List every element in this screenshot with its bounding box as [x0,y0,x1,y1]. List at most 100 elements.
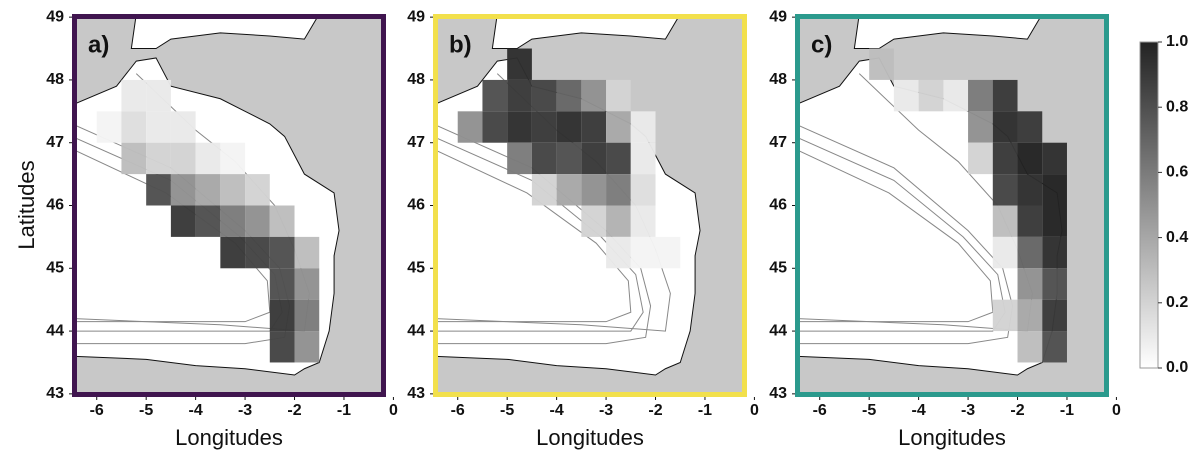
grid-cell [1042,299,1067,332]
grid-cell [556,111,582,143]
grid-cell [1042,331,1067,363]
grid-cell [943,79,969,112]
grid-cell [581,205,607,237]
panel-frame [433,14,747,397]
x-tick-label: -6 [90,402,104,419]
x-tick-label: -3 [961,402,975,419]
grid-cell [606,142,631,175]
grid-cell [1017,142,1043,175]
y-tick-label: 43 [46,385,64,402]
y-tick-label: 45 [769,260,787,277]
colorbar-tick-label: 1.0 [1166,33,1188,50]
grid-cell [531,79,557,112]
grid-cell [482,111,508,143]
grid-cell [531,174,557,206]
grid-cell [992,174,1018,206]
grid-cell [992,142,1018,175]
panel-label: b) [449,31,472,58]
grid-cell [630,111,656,143]
grid-cell [992,111,1018,143]
y-tick-label: 46 [46,197,64,214]
grid-cell [269,236,295,269]
grid-cell [1017,268,1043,300]
y-tick-label: 49 [769,8,787,25]
x-tick-label: -5 [862,402,876,419]
grid-cell [170,111,196,143]
grid-cell [630,142,656,175]
panel-frame [72,14,386,397]
panel-frame [795,14,1109,397]
grid-cell [968,142,993,175]
y-tick-label: 45 [46,260,64,277]
grid-cell [146,174,171,206]
grid-cell [294,236,320,269]
x-tick-label: -1 [698,402,712,419]
grid-cell [893,79,919,112]
x-tick-label: 0 [1112,402,1121,419]
y-tick-label: 47 [407,134,425,151]
grid-cell [1042,142,1067,175]
y-tick-label: 44 [769,322,787,339]
grid-cell [245,174,270,206]
grid-cell [121,79,147,112]
grid-cell [606,205,631,237]
x-tick-label: -4 [550,402,564,419]
y-tick-label: 48 [46,71,64,88]
grid-cell [581,79,607,112]
grid-cell [220,174,246,206]
x-tick-label: -2 [648,402,662,419]
grid-cell [968,79,993,112]
x-tick-label: -5 [500,402,514,419]
y-tick-label: 48 [407,71,425,88]
y-tick-label: 46 [407,197,425,214]
grid-cell [606,236,631,269]
grid-cell [556,174,582,206]
grid-cell [195,205,221,237]
grid-cell [581,174,607,206]
grid-cell [992,79,1018,112]
map-panel [433,11,749,400]
x-tick-label: -3 [238,402,252,419]
y-tick-label: 48 [769,71,787,88]
grid-cell [294,299,320,332]
grid-cell [531,111,557,143]
grid-cell [1017,205,1043,237]
grid-cell [146,111,171,143]
grid-cell [630,205,656,237]
y-axis-label: Latitudes [14,160,39,249]
y-tick-label: 44 [46,322,64,339]
grid-cell [245,236,270,269]
x-tick-label: -2 [1010,402,1024,419]
grid-cell [507,48,532,80]
panel-label: c) [811,31,832,58]
grid-cell [869,48,894,80]
grid-cell [507,111,532,143]
grid-cell [170,142,196,175]
x-tick-label: -1 [1060,402,1074,419]
x-axis-label: Longitudes [898,425,1006,450]
grid-cell [1017,299,1043,332]
grid-cell [195,174,221,206]
x-axis-label: Longitudes [175,425,283,450]
colorbar-tick-label: 0.0 [1166,359,1188,376]
grid-cell [918,79,944,112]
grid-cell [606,79,631,112]
grid-cell [1042,174,1067,206]
map-panel [795,11,1111,400]
y-tick-label: 44 [407,322,425,339]
grid-cell [1042,268,1067,300]
grid-cell [1017,236,1043,269]
x-tick-label: 0 [389,402,398,419]
x-tick-label: -4 [912,402,926,419]
colorbar-tick-label: 0.6 [1166,164,1188,181]
grid-cell [195,142,221,175]
map-panel [72,11,388,400]
grid-cell [294,268,320,300]
grid-cell [630,236,656,269]
grid-cell [581,142,607,175]
grid-cell [457,111,483,143]
grid-cell [507,79,532,112]
grid-cell [606,174,631,206]
grid-cell [269,299,295,332]
